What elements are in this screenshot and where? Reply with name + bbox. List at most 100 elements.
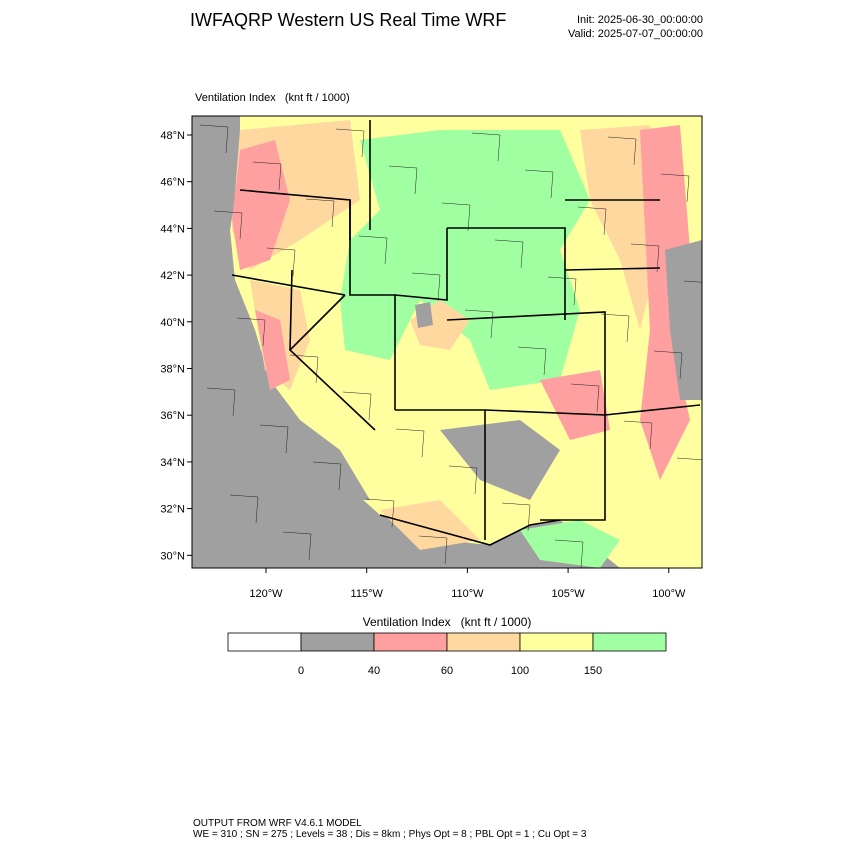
shaded-region — [232, 140, 290, 270]
county-border — [524, 169, 554, 199]
colorbar-level: 150 — [584, 665, 602, 677]
county-border — [471, 132, 501, 162]
shaded-region — [520, 520, 620, 568]
county-border — [676, 457, 702, 461]
county-border — [630, 243, 660, 273]
county-border — [660, 173, 690, 203]
county-border — [199, 124, 229, 154]
lat-label: 30°N — [160, 550, 185, 562]
valid-time: Valid: 2025-07-07_00:00:00 — [568, 28, 703, 40]
county-border — [441, 202, 471, 232]
county-border — [259, 424, 289, 454]
county-border — [600, 313, 630, 343]
colorbar — [227, 632, 667, 652]
county-border — [517, 346, 547, 376]
colorbar-box — [592, 632, 667, 652]
shaded-region — [665, 240, 702, 400]
county-border — [236, 317, 266, 347]
shaded-region — [440, 420, 560, 500]
colorbar-title: Ventilation Index (knt ft / 1000) — [363, 615, 532, 629]
lat-label: 42°N — [160, 270, 185, 282]
county-border — [358, 235, 388, 265]
county-border — [305, 198, 335, 228]
county-border — [365, 498, 395, 528]
state-border — [394, 228, 448, 301]
state-border — [447, 227, 566, 320]
county-border — [607, 136, 637, 166]
state-border — [604, 404, 701, 416]
county-border — [554, 539, 584, 568]
shaded-region — [540, 370, 610, 440]
colorbar-level: 100 — [511, 665, 529, 677]
county-border — [252, 161, 282, 191]
shaded-region — [380, 500, 480, 550]
state-border — [379, 514, 561, 546]
shaded-region — [255, 310, 290, 390]
shaded-region — [640, 125, 690, 480]
county-border — [448, 465, 478, 495]
county-border — [312, 461, 342, 491]
init-time: Init: 2025-06-30_00:00:00 — [577, 14, 703, 26]
county-border — [501, 502, 531, 532]
state-border — [564, 267, 661, 271]
lon-label: 120°W — [249, 588, 283, 600]
state-border — [349, 200, 396, 410]
colorbar-box — [373, 632, 448, 652]
colorbar-level: 60 — [441, 665, 453, 677]
state-border — [446, 311, 606, 415]
state-border — [231, 274, 346, 296]
county-border — [213, 210, 243, 240]
footer-line: WE = 310 ; SN = 275 ; Levels = 38 ; Dis … — [193, 829, 587, 840]
lon-label: 105°W — [552, 588, 586, 600]
county-border — [395, 428, 425, 458]
field-label: Ventilation Index (knt ft / 1000) — [195, 92, 350, 104]
shaded-region — [580, 125, 660, 330]
county-border — [289, 354, 319, 384]
county-border — [418, 535, 448, 565]
county-border — [570, 383, 600, 413]
county-border — [623, 420, 653, 450]
shaded-region — [340, 130, 590, 390]
colorbar-box — [519, 632, 594, 652]
lon-label: 110°W — [451, 588, 484, 600]
lat-label: 40°N — [160, 317, 185, 329]
county-border — [206, 387, 236, 417]
county-border — [388, 165, 418, 195]
map-frame — [191, 115, 703, 569]
shaded-region — [415, 302, 433, 328]
colorbar-level: 0 — [298, 665, 304, 677]
lon-label: 100°W — [652, 588, 686, 600]
lat-label: 46°N — [160, 177, 185, 189]
map — [192, 116, 702, 568]
lat-label: 34°N — [160, 457, 185, 469]
title: IWFAQRP Western US Real Time WRF — [190, 10, 506, 30]
state-border — [484, 409, 606, 521]
colorbar-box — [227, 632, 302, 652]
county-border — [335, 128, 365, 158]
shaded-region — [230, 116, 702, 568]
lat-label: 36°N — [160, 410, 185, 422]
county-border — [653, 350, 683, 380]
county-border — [282, 531, 312, 561]
lat-label: 32°N — [160, 504, 185, 516]
lat-label: 38°N — [160, 364, 185, 376]
county-border — [547, 276, 577, 306]
county-border — [411, 272, 441, 302]
lon-label: 115°W — [351, 588, 384, 600]
lat-label: 48°N — [160, 130, 185, 142]
shaded-region — [300, 420, 370, 500]
county-border — [266, 247, 296, 277]
county-border — [464, 309, 494, 339]
colorbar-box — [446, 632, 521, 652]
county-border — [577, 206, 607, 236]
county-border — [494, 239, 524, 269]
footer-line: OUTPUT FROM WRF V4.6.1 MODEL — [193, 818, 362, 829]
lat-label: 44°N — [160, 223, 185, 235]
county-border — [342, 391, 372, 421]
colorbar-box — [300, 632, 375, 652]
county-border — [229, 494, 259, 524]
state-border — [289, 269, 293, 351]
county-border — [683, 280, 702, 283]
colorbar-level: 40 — [368, 665, 380, 677]
